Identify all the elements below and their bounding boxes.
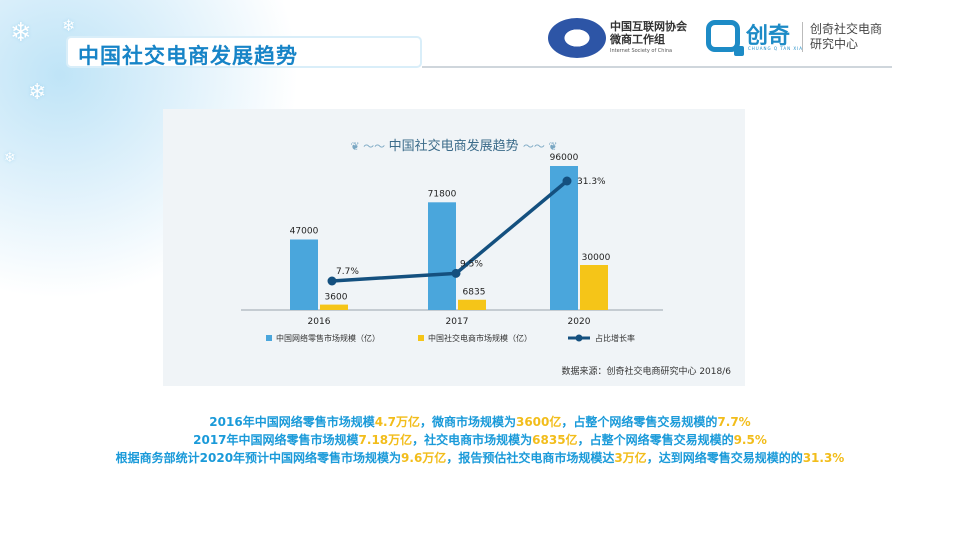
legend-label-social-ecommerce: 中国社交电商市场规模（亿） bbox=[428, 333, 532, 343]
logo-divider bbox=[802, 22, 803, 52]
growth-point bbox=[451, 268, 461, 278]
x-tick-label: 2020 bbox=[568, 317, 591, 327]
chuangqi-logo-name: 创奇 bbox=[746, 24, 791, 49]
data-source: 数据来源：创奇社交电商研究中心 2018/6 bbox=[561, 367, 731, 377]
growth-label: 31.3% bbox=[577, 177, 606, 187]
isc-logo-line2: 微商工作组 bbox=[610, 33, 665, 46]
ornament-left-icon: ❦ ～～ bbox=[350, 140, 389, 153]
highlight-value: 3600亿 bbox=[515, 415, 562, 429]
chuangqi-org-line1: 创奇社交电商 bbox=[810, 22, 883, 36]
bar-label-online-retail: 96000 bbox=[550, 153, 579, 163]
bar-label-online-retail: 71800 bbox=[428, 189, 457, 199]
snowflake-icon: ❄ bbox=[10, 18, 32, 48]
chuangqi-logo: 创奇 CHUANG Q TAN XIA 创奇社交电商 研究中心 bbox=[706, 18, 896, 58]
bar-online-retail bbox=[428, 202, 456, 310]
summary-text: ，微商市场规模为 bbox=[419, 415, 516, 429]
chart-title-row: ❦ ～～ 中国社交电商发展趋势 ～～ ❦ bbox=[163, 135, 745, 154]
bar-label-social-ecommerce: 3600 bbox=[325, 293, 348, 303]
highlight-value: 4.7万亿 bbox=[374, 415, 420, 429]
isc-logo: 中国互联网协会 微商工作组 Internet Society of China bbox=[548, 16, 698, 62]
growth-point bbox=[327, 276, 337, 286]
growth-label: 9.5% bbox=[460, 259, 483, 269]
summary-text: ，占整个网络零售交易规模的 bbox=[577, 433, 734, 447]
isc-logo-line1: 中国互联网协会 bbox=[610, 20, 687, 33]
chuangqi-logo-org: 创奇社交电商 研究中心 bbox=[810, 22, 890, 52]
x-tick-label: 2017 bbox=[446, 317, 469, 327]
highlight-value: 7.18万亿 bbox=[358, 433, 413, 447]
snowflake-icon: ❄ bbox=[28, 80, 47, 105]
highlight-value: 3万亿 bbox=[614, 451, 647, 465]
legend-swatch-online-retail bbox=[266, 335, 272, 341]
summary-text: 2017年中国网络零售市场规模 bbox=[193, 433, 359, 447]
summary-line-1: 2016年中国网络零售市场规模4.7万亿，微商市场规模为3600亿，占整个网络零… bbox=[0, 413, 960, 431]
legend-swatch-social-ecommerce bbox=[418, 335, 424, 341]
bar-label-social-ecommerce: 30000 bbox=[582, 253, 611, 263]
page-title: 中国社交电商发展趋势 bbox=[78, 44, 298, 68]
chart-title: 中国社交电商发展趋势 bbox=[388, 139, 519, 154]
title-bar: 中国社交电商发展趋势 bbox=[66, 36, 422, 68]
summary-text: 2016年中国网络零售市场规模 bbox=[209, 415, 375, 429]
legend-label-growth: 占比增长率 bbox=[595, 333, 635, 343]
summary-text: 根据商务部统计2020年预计中国网络零售市场规模为 bbox=[115, 451, 402, 465]
bar-social-ecommerce bbox=[458, 299, 486, 310]
summary-text: ，占整个网络零售交易规模的 bbox=[561, 415, 718, 429]
ornament-right-icon: ～～ ❦ bbox=[522, 140, 558, 153]
growth-point bbox=[562, 176, 572, 186]
summary-text: ，社交电商市场规模为 bbox=[412, 433, 533, 447]
summary-text: ，达到网络零售交易规模的的 bbox=[646, 451, 803, 465]
highlight-value: 6835亿 bbox=[532, 433, 578, 447]
bar-social-ecommerce bbox=[580, 265, 608, 310]
chuangqi-logo-icon bbox=[706, 20, 744, 56]
bar-online-retail bbox=[290, 239, 318, 310]
isc-logo-english: Internet Society of China bbox=[610, 48, 673, 54]
header-divider bbox=[422, 66, 892, 68]
bar-label-social-ecommerce: 6835 bbox=[463, 288, 486, 298]
bar-label-online-retail: 47000 bbox=[290, 227, 319, 237]
highlight-value: 9.6万亿 bbox=[401, 451, 447, 465]
summary-line-2: 2017年中国网络零售市场规模7.18万亿，社交电商市场规模为6835亿，占整个… bbox=[0, 431, 960, 449]
bar-online-retail bbox=[550, 166, 578, 310]
legend-label-online-retail: 中国网络零售市场规模（亿） bbox=[276, 333, 380, 343]
bar-social-ecommerce bbox=[320, 304, 348, 310]
summary: 2016年中国网络零售市场规模4.7万亿，微商市场规模为3600亿，占整个网络零… bbox=[0, 413, 960, 467]
chart-panel: 47000 3600 2016 71800 6835 2017 96000 30000 2020… bbox=[163, 109, 745, 386]
summary-text: ，报告预估社交电商市场规模达 bbox=[446, 451, 615, 465]
snowflake-icon: ❄ bbox=[62, 16, 76, 35]
snowflake-icon: ❄ bbox=[4, 150, 16, 166]
growth-label: 7.7% bbox=[336, 267, 359, 277]
highlight-value: 9.5% bbox=[733, 433, 767, 447]
legend-marker-growth bbox=[575, 334, 583, 342]
isc-logo-icon bbox=[548, 18, 606, 58]
x-tick-label: 2016 bbox=[308, 317, 331, 327]
highlight-value: 31.3% bbox=[802, 451, 845, 465]
chart-svg: 47000 3600 2016 71800 6835 2017 96000 30000 2020… bbox=[241, 153, 663, 343]
highlight-value: 7.7% bbox=[717, 415, 751, 429]
chuangqi-logo-sub: CHUANG Q TAN XIA bbox=[748, 46, 804, 51]
summary-line-3: 根据商务部统计2020年预计中国网络零售市场规模为9.6万亿，报告预估社交电商市… bbox=[0, 449, 960, 467]
chuangqi-org-line2: 研究中心 bbox=[810, 37, 859, 51]
isc-logo-text: 中国互联网协会 微商工作组 bbox=[610, 20, 690, 46]
